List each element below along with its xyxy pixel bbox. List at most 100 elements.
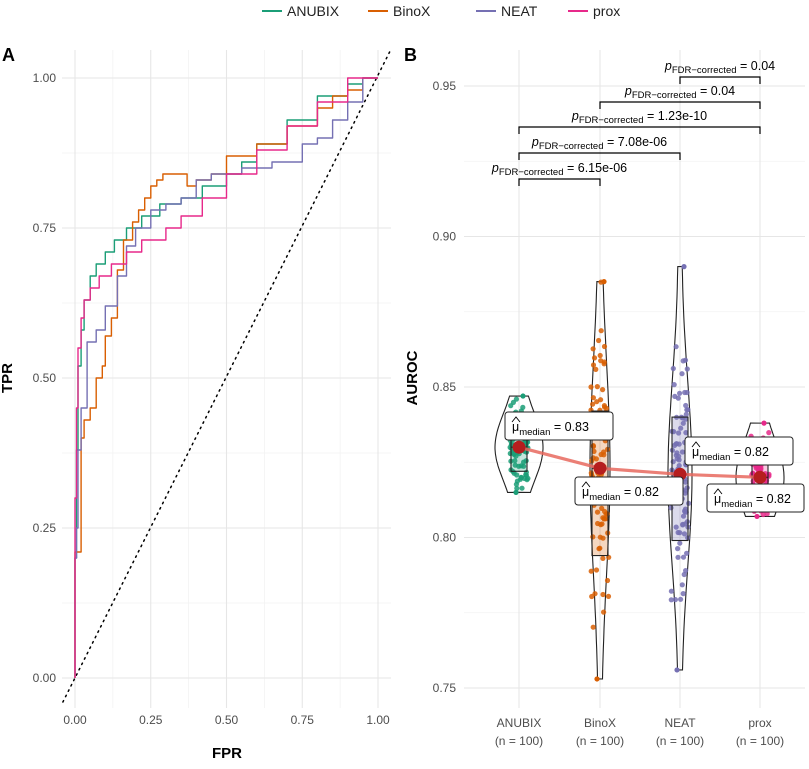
bracket-line <box>679 76 761 84</box>
median-label-box <box>504 411 614 441</box>
point-neat <box>683 411 689 417</box>
mu-hat <box>691 441 701 448</box>
point-neat <box>676 453 682 459</box>
point-neat <box>679 449 686 455</box>
point-binox <box>598 451 604 458</box>
violin-anubix <box>494 395 544 493</box>
point-prox <box>766 430 772 436</box>
point-binox <box>595 520 601 527</box>
point-neat <box>675 546 681 552</box>
point-neat <box>680 420 686 426</box>
point-binox <box>602 404 608 410</box>
point-anubix <box>520 393 526 399</box>
roc-x-axis-title: FPR <box>212 745 242 762</box>
point-binox <box>601 279 607 285</box>
point-neat <box>670 365 676 372</box>
median-dot-binox <box>593 461 607 475</box>
roc-y-tick-label: 0.00 <box>33 671 57 685</box>
bracket-line <box>518 152 681 160</box>
point-binox <box>590 395 597 401</box>
bracket-line <box>518 178 601 186</box>
point-binox <box>591 355 598 361</box>
significance-brackets: pFDR−corrected = 6.15e-06 pFDR−corrected … <box>491 59 775 186</box>
point-binox <box>594 399 600 405</box>
median-label-box <box>706 483 805 513</box>
point-neat <box>685 407 691 413</box>
bracket-anubix-binox: pFDR−corrected = 6.15e-06 <box>491 161 627 186</box>
legend-label-anubix: ANUBIX <box>287 3 340 19</box>
bracket-label: pFDR−corrected = 6.15e-06 <box>491 161 627 178</box>
point-neat <box>683 430 689 436</box>
roc-tick-labels: 0.00 0.25 0.50 0.75 1.00 0.00 0.25 0.50 0.75 1.00 <box>33 71 390 727</box>
point-binox <box>601 359 607 365</box>
point-neat <box>677 540 683 546</box>
point-neat <box>682 389 688 396</box>
auroc-x-tick-label: BinoX <box>584 716 616 730</box>
roc-x-tick-label: 0.75 <box>291 713 315 727</box>
point-prox <box>760 511 766 518</box>
point-neat <box>682 357 689 363</box>
roc-curves <box>74 77 378 678</box>
point-anubix <box>513 481 520 487</box>
point-neat <box>677 390 683 396</box>
legend: ANUBIX BinoX NEAT prox <box>262 3 620 19</box>
roc-curve-neat <box>74 77 378 678</box>
point-binox <box>588 470 594 476</box>
point-neat <box>673 524 679 530</box>
roc-y-tick-label: 0.25 <box>33 521 57 535</box>
bracket-neat-prox: pFDR−corrected = 0.04 <box>664 59 775 84</box>
roc-y-tick-label: 1.00 <box>33 71 57 85</box>
auroc-x-tick-n: (n = 100) <box>656 734 704 748</box>
point-binox <box>594 384 600 390</box>
mu-hat <box>581 481 591 488</box>
median-label-text: μmedian = 0.82 <box>692 445 769 463</box>
point-neat <box>683 402 689 409</box>
point-neat <box>686 500 692 506</box>
auroc-y-tick-label: 0.90 <box>433 230 457 244</box>
median-labels: μmedian = 0.83 μmedian = 0.82 μmedian = 0.… <box>504 411 805 513</box>
point-neat <box>683 568 689 574</box>
median-dot-prox <box>753 470 767 484</box>
median-label-text: μmedian = 0.83 <box>512 420 589 438</box>
point-prox <box>754 513 760 520</box>
point-binox <box>590 362 597 368</box>
point-binox <box>597 352 603 359</box>
median-label-text: μmedian = 0.82 <box>714 492 791 510</box>
point-neat <box>677 530 683 536</box>
roc-panel: 0.00 0.25 0.50 0.75 1.00 0.00 0.25 0.50 0.75 1.00… <box>0 50 391 762</box>
panel-letter-b: B <box>404 45 417 65</box>
point-anubix <box>512 462 518 468</box>
mu-hat <box>713 488 723 495</box>
point-binox <box>590 346 596 352</box>
point-binox <box>589 593 595 600</box>
roc-x-tick-label: 0.25 <box>139 713 163 727</box>
auroc-x-tick-n: (n = 100) <box>736 734 784 748</box>
panel-letter-a: A <box>2 45 15 65</box>
median-trend-line <box>518 445 761 479</box>
point-anubix <box>512 458 518 464</box>
auroc-x-tick-label: prox <box>748 716 771 730</box>
bracket-line <box>518 126 761 134</box>
median-dot-anubix <box>512 440 526 454</box>
legend-label-binox: BinoX <box>393 3 431 19</box>
roc-x-tick-label: 0.50 <box>215 713 239 727</box>
auroc-tick-labels: 0.75 0.80 0.85 0.90 0.95 ANUBIX (n = 100) BinoX… <box>433 79 785 748</box>
point-neat <box>681 571 687 578</box>
point-neat <box>681 531 688 537</box>
auroc-y-tick-label: 0.85 <box>433 380 457 394</box>
point-neat <box>678 425 684 431</box>
point-neat <box>672 597 679 603</box>
point-neat <box>680 554 687 560</box>
median-label-box <box>574 476 684 506</box>
point-neat <box>681 264 687 270</box>
auroc-y-tick-label: 0.75 <box>433 681 457 695</box>
point-neat <box>668 597 674 603</box>
point-binox <box>594 509 601 515</box>
point-neat <box>684 366 690 372</box>
point-binox <box>605 593 612 600</box>
point-binox <box>601 609 607 615</box>
point-anubix <box>521 459 527 465</box>
auroc-y-tick-label: 0.80 <box>433 531 457 545</box>
point-prox <box>761 420 767 426</box>
